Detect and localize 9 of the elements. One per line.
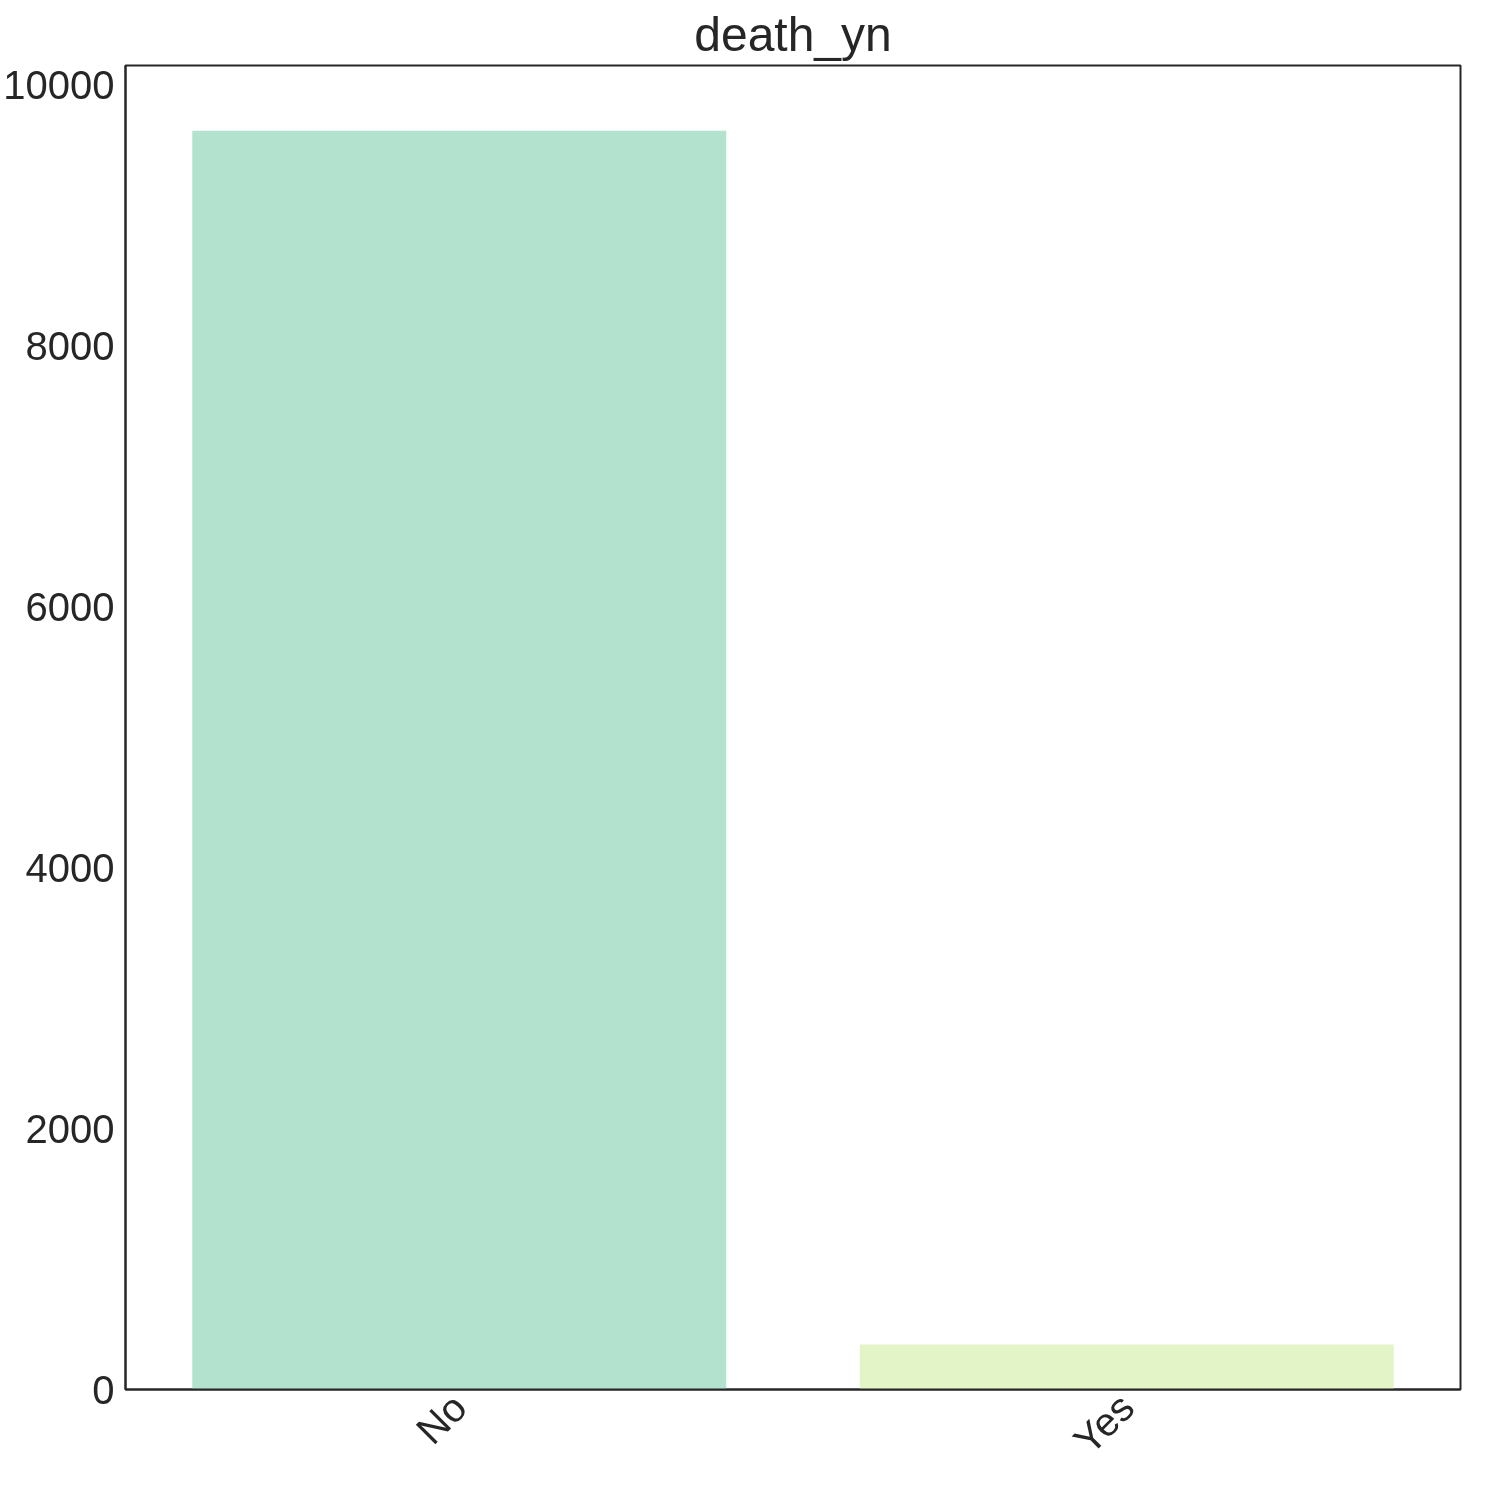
x-tick-label: No <box>407 1384 475 1453</box>
y-tick-label: 8000 <box>25 323 115 368</box>
chart-title: death_yn <box>694 7 892 61</box>
y-tick-label: 10000 <box>3 63 115 108</box>
x-tick-label: Yes <box>1065 1384 1143 1463</box>
y-tick-label: 0 <box>92 1367 115 1412</box>
y-tick-label: 2000 <box>25 1106 115 1151</box>
y-tick-label: 6000 <box>25 584 115 629</box>
y-tick-label: 4000 <box>25 845 115 890</box>
